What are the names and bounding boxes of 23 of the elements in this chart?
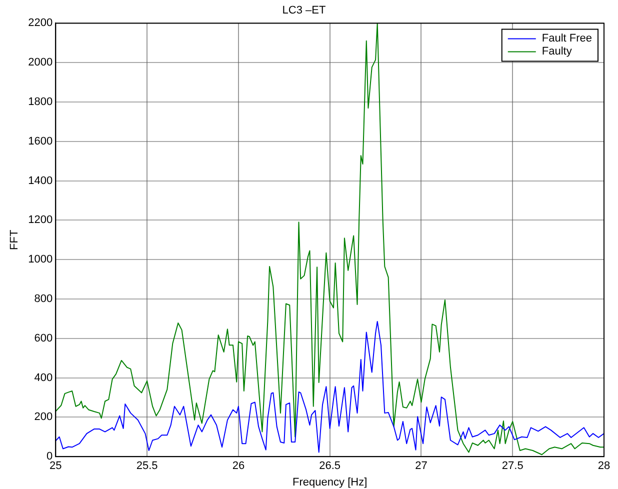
x-tick-label: 27.5 — [502, 460, 524, 472]
y-tick-label: 1000 — [28, 254, 53, 266]
y-tick-label: 1800 — [28, 96, 53, 108]
y-tick-label: 800 — [34, 293, 53, 306]
y-tick-label: 200 — [34, 411, 53, 424]
x-tick-label: 27 — [415, 460, 428, 472]
y-axis-title: FFT — [8, 230, 21, 250]
legend-label: Fault Free — [542, 32, 592, 45]
y-tick-label: 600 — [34, 332, 53, 344]
y-tick-label: 1400 — [28, 174, 53, 187]
x-tick-label: 25.5 — [136, 460, 158, 472]
x-tick-label: 25 — [50, 460, 62, 472]
x-tick-label: 28 — [598, 460, 610, 472]
y-tick-label: 1600 — [28, 135, 53, 148]
legend-label: Faulty — [542, 46, 572, 58]
x-axis-title: Frequency [Hz] — [292, 476, 368, 488]
x-tick-label: 26.5 — [319, 460, 341, 472]
y-tick-label: 1200 — [28, 214, 53, 226]
y-tick-label: 2000 — [28, 56, 53, 69]
chart-title: LC3 –ET — [282, 4, 326, 17]
y-tick-label: 2200 — [28, 17, 53, 30]
x-tick-label: 26 — [232, 460, 245, 472]
y-tick-label: 400 — [34, 372, 53, 384]
